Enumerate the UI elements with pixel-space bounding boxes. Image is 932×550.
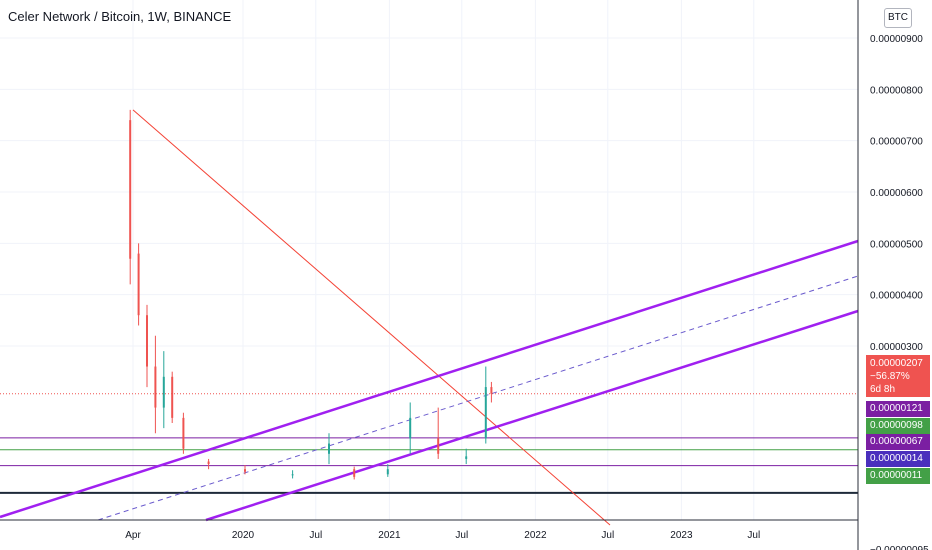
level-label: 0.00000067 bbox=[866, 434, 930, 450]
candle-body bbox=[465, 456, 468, 459]
candle-body bbox=[437, 438, 440, 454]
candle-body bbox=[244, 469, 246, 472]
candle-body bbox=[162, 376, 165, 408]
time-tick-label: 2021 bbox=[378, 530, 401, 541]
candle-body bbox=[409, 417, 412, 439]
time-tick-label: 2022 bbox=[524, 530, 547, 541]
chart-drawings bbox=[0, 109, 859, 526]
candle-body bbox=[353, 469, 356, 477]
candle-body bbox=[291, 474, 294, 476]
price-tick-label: 0.00000900 bbox=[870, 34, 923, 45]
candle-body bbox=[207, 461, 210, 465]
chart-title: Celer Network / Bitcoin, 1W, BINANCE bbox=[8, 9, 232, 24]
price-tick-label: 0.00000500 bbox=[870, 239, 923, 250]
candle-body bbox=[171, 376, 174, 418]
level-label: 0.00000098 bbox=[866, 418, 930, 434]
candle-body bbox=[137, 253, 140, 316]
chart-grid bbox=[0, 0, 858, 520]
current-price-tag: 0.00000207 −56.87% 6d 8h bbox=[866, 355, 930, 397]
channel-upper-line bbox=[0, 239, 859, 519]
time-tick-label: Jul bbox=[455, 530, 468, 541]
channel-mid-line bbox=[97, 275, 859, 521]
time-tick-label: Apr bbox=[125, 530, 141, 541]
time-tick-label: 2020 bbox=[232, 530, 255, 541]
time-tick-label: Jul bbox=[601, 530, 614, 541]
candle-countdown: 6d 8h bbox=[870, 384, 896, 395]
price-tick-label: 0.00000800 bbox=[870, 85, 923, 96]
price-tick-label: 0.00000700 bbox=[870, 137, 923, 148]
price-tick-label: −0.00000095 bbox=[870, 545, 929, 550]
time-tick-label: Jul bbox=[747, 530, 760, 541]
candle-body bbox=[182, 417, 185, 449]
price-tick-label: 0.00000600 bbox=[870, 188, 923, 199]
downtrend-line bbox=[132, 109, 611, 526]
current-price-value: 0.00000207 bbox=[870, 358, 923, 369]
candle-body bbox=[490, 387, 493, 394]
candle-body bbox=[129, 120, 132, 259]
level-label: 0.00000014 bbox=[866, 451, 930, 467]
candle-body bbox=[328, 443, 330, 454]
time-axis: Apr 2020 Jul 2021 Jul 2022 Jul 2023 Jul bbox=[0, 519, 858, 541]
candle-body bbox=[146, 315, 148, 367]
channel-lower-line bbox=[205, 309, 859, 522]
currency-badge[interactable]: BTC bbox=[884, 8, 912, 28]
candle-body bbox=[484, 387, 487, 439]
candle-body bbox=[154, 366, 157, 408]
candles bbox=[129, 109, 493, 480]
current-price-change: −56.87% bbox=[870, 371, 910, 382]
time-tick-label: 2023 bbox=[670, 530, 693, 541]
price-axis: 0.00000900 0.00000800 0.00000700 0.00000600… bbox=[857, 0, 929, 550]
price-tick-label: 0.00000400 bbox=[870, 291, 923, 302]
level-label: 0.00000121 bbox=[866, 401, 930, 417]
price-tick-label: 0.00000300 bbox=[870, 342, 923, 353]
level-label: 0.00000011 bbox=[866, 468, 930, 484]
candle-body bbox=[386, 469, 389, 475]
time-tick-label: Jul bbox=[309, 530, 322, 541]
